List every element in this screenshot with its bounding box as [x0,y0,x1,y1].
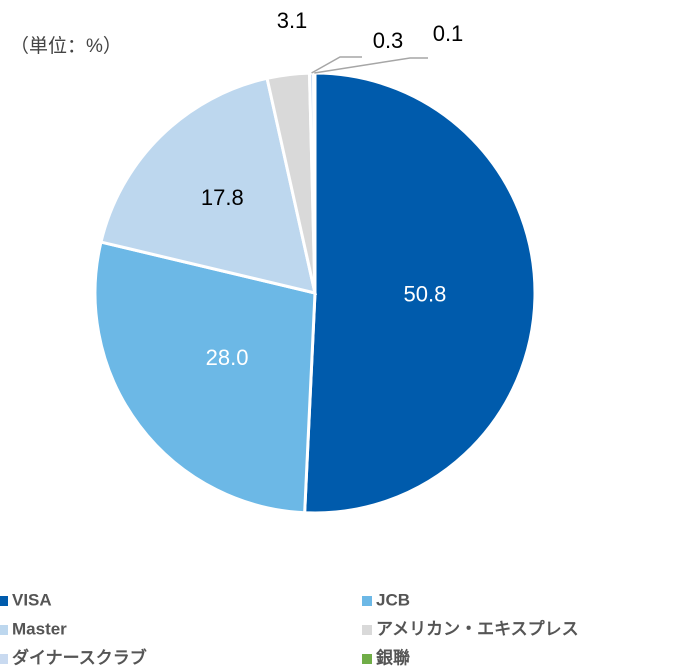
legend-swatch [362,654,372,664]
legend-swatch [0,596,8,606]
pie-slice [99,76,317,296]
legend-swatch [0,654,8,664]
data-label: 0.1 [433,21,464,46]
pie-slice [303,71,537,515]
pie-slice [312,71,317,294]
data-label: 50.8 [404,281,447,306]
legend-label: Master [12,619,67,638]
data-label: 17.8 [201,185,244,210]
leader-line [314,57,428,74]
legend-label: 銀聯 [376,647,410,667]
unit-note: （単位：%） [10,35,122,57]
legend-swatch [362,625,372,635]
data-label: 3.1 [277,8,308,33]
legend-label: アメリカン・エキスプレス [376,618,579,638]
data-label: 0.3 [373,28,404,53]
leader-line [311,56,362,74]
legend-label: JCB [376,590,410,609]
legend-swatch [362,596,372,606]
pie-slice [93,240,317,515]
legend-swatch [0,625,8,635]
legend-label: VISA [12,590,52,609]
data-label: 28.0 [206,345,249,370]
legend-label: ダイナースクラブ [12,647,147,667]
